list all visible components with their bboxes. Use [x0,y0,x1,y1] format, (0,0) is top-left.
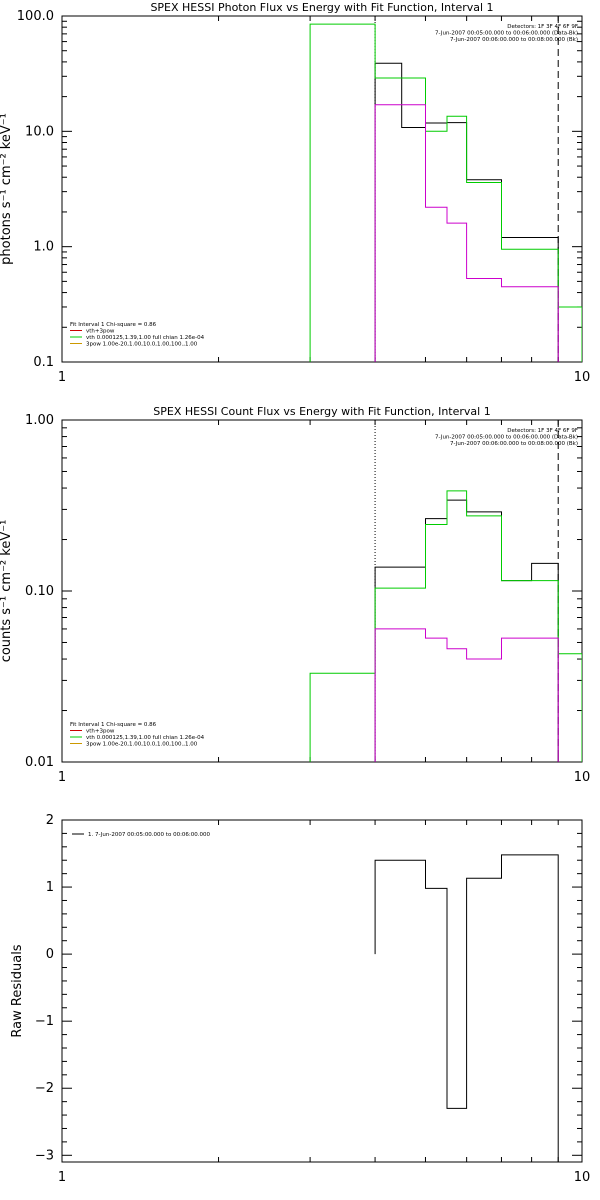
y-tick-label: 100.0 [17,9,54,24]
series-0-histogram [374,62,559,362]
legend-entry: 7-Jun-2007 00:06:00.000 to 00:08:00.000 … [450,441,578,447]
count-flux-panel: SPEX HESSI Count Flux vs Energy with Fit… [0,405,590,785]
y-tick-label: 2 [46,813,54,828]
series-1-histogram [309,490,582,762]
y-axis-label: Raw Residuals [10,944,25,1037]
x-tick-label: 1 [58,1170,66,1185]
series-1-histogram [309,23,582,362]
legend-entry: Fit Interval 1 Chi-square = 0.86 [70,322,157,328]
legend-entry: 7-Jun-2007 00:06:00.000 to 00:08:00.000 … [450,37,578,43]
x-tick-label: 10 [574,370,591,385]
y-tick-label: −3 [35,1148,54,1163]
legend-entry: Detectors: 1F 3F 4F 6F 9F [507,428,578,434]
photon-flux-panel: SPEX HESSI Photon Flux vs Energy with Fi… [0,1,590,385]
y-tick-label: 0.1 [33,355,54,370]
legend-entry: Detectors: 1F 3F 4F 6F 9F [507,24,578,30]
series-2-histogram [374,104,559,362]
legend-entry: vth+3pow [86,329,115,335]
series-0-histogram [374,854,559,1162]
series-0-histogram [374,499,559,762]
y-tick-label: −1 [35,1014,54,1029]
legend-entry: Fit Interval 1 Chi-square = 0.86 [70,722,157,728]
x-tick-label: 1 [58,770,66,785]
y-tick-label: 0.10 [25,584,54,599]
y-axis-label: photons s⁻¹ cm⁻² keV⁻¹ [0,113,14,265]
legend-entry: 1. 7-Jun-2007 00:05:00.000 to 00:06:00.0… [88,832,211,838]
legend-entry: 3pow 1.00e-20,1.00,10.0,1.00,100.,1.00 [86,342,198,348]
series-2-histogram [374,628,559,762]
legend-entry: vth 0.000125,1.39,1.00 full chian 1.26e-… [86,335,205,341]
plot-frame [61,419,583,763]
y-axis-label: counts s⁻¹ cm⁻² keV⁻¹ [0,520,14,663]
y-tick-label: −2 [35,1081,54,1096]
x-tick-label: 10 [574,1170,591,1185]
y-tick-label: 0 [46,947,54,962]
x-tick-label: 1 [58,370,66,385]
y-tick-label: 10.0 [25,124,54,139]
plot-frame [61,15,583,363]
legend-entry: 7-Jun-2007 00:05:00.000 to 00:06:00.000 … [435,435,578,441]
legend-entry: vth+3pow [86,729,115,735]
chart-title: SPEX HESSI Count Flux vs Energy with Fit… [153,405,490,418]
y-tick-label: 0.01 [25,755,54,770]
legend-entry: vth 0.000125,1.39,1.00 full chian 1.26e-… [86,735,205,741]
x-tick-label: 10 [574,770,591,785]
y-tick-label: 1.0 [33,240,54,255]
plot-frame [61,819,583,1163]
chart-title: SPEX HESSI Photon Flux vs Energy with Fi… [150,1,493,14]
legend-entry: 7-Jun-2007 00:05:00.000 to 00:06:00.000 … [435,31,578,37]
y-tick-label: 1 [46,880,54,895]
legend-entry: 3pow 1.00e-20,1.00,10.0,1.00,100.,1.00 [86,742,198,748]
y-tick-label: 1.00 [25,413,54,428]
